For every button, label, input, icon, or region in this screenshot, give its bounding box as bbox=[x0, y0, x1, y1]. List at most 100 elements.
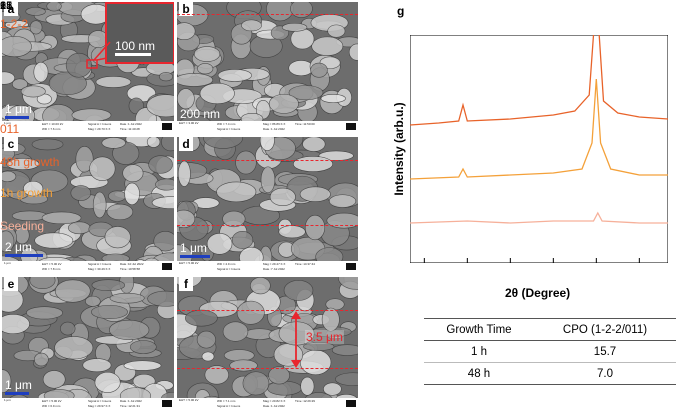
sem-panel-b: b 200 nm EHT = 3.00 kV WD = 7.4 mm Signal … bbox=[177, 2, 358, 133]
y-axis-title: Intensity (arb.u.) bbox=[392, 102, 406, 196]
sem-info-bar: 1 μm EHT = 10.00 kV WD = 7.6 mm Signal A = … bbox=[2, 121, 174, 133]
x-tick-label: 12 bbox=[0, 0, 13, 12]
sem-info-text: WD = 7.4 mm bbox=[217, 122, 236, 126]
sem-info-text: Mag = 30.49 K X bbox=[88, 267, 111, 271]
sem-info-text: Signal A = InLens bbox=[217, 127, 241, 131]
sem-info-text: Signal A = InLens bbox=[217, 404, 241, 408]
sem-info-text: Signal A = InLens bbox=[88, 399, 112, 403]
sem-info-bar: 1 μm EHT = 5.00 kV WD = 7.8 mm Signal A = I… bbox=[2, 261, 174, 273]
sem-info-text: EHT = 5.00 kV bbox=[179, 261, 199, 265]
peak-annotation: 011 bbox=[0, 122, 20, 136]
sem-info-text: Time :10:58:58 bbox=[120, 267, 140, 271]
sem-info-text: EHT = 3.00 kV bbox=[179, 121, 199, 125]
sem-texture bbox=[2, 137, 174, 273]
table-header-cell: CPO (1-2-2/011) bbox=[533, 318, 676, 341]
surface-dashed-line bbox=[177, 14, 358, 15]
sem-info-text: Time :12:29:29 bbox=[295, 399, 315, 403]
sem-info-text: 1 μm bbox=[4, 398, 11, 402]
table-header-row: Growth Time CPO (1-2-2/011) bbox=[424, 318, 676, 341]
sem-info-bar: EHT = 5.00 kV WD = 4.9 mm Signal A = InLen… bbox=[177, 261, 358, 273]
sem-info-text: Signal A = InLens bbox=[88, 122, 112, 126]
sem-info-text: WD = 7.6 mm bbox=[42, 127, 61, 131]
inset-zoom: 100 nm bbox=[105, 2, 174, 64]
sem-info-text: Date :7 Jul 2022 bbox=[263, 267, 285, 271]
sem-info-text: Mag = 86.89 K X bbox=[263, 122, 286, 126]
bottom-dashed-line bbox=[177, 368, 358, 369]
panel-label: b bbox=[179, 2, 193, 16]
scale-bar: 1 μm bbox=[5, 379, 32, 395]
sem-panel-e: e 1 μm 1 μm EHT = 5.00 kV WD = 6.9 mm Signa… bbox=[2, 277, 174, 410]
sem-info-text: Mag = 29.47 K X bbox=[263, 262, 286, 266]
xrd-chart bbox=[410, 35, 668, 263]
sem-info-text: Time :11:40:28 bbox=[120, 127, 140, 131]
sem-info-text: 1 μm bbox=[4, 261, 11, 265]
sem-info-text: Mag = 29.70 K X bbox=[88, 127, 111, 131]
peak-annotation: 1-2-2 bbox=[0, 17, 29, 31]
sem-panel-a: 100 nm a 1 μm 1 μm EHT = 10.00 kV WD = 7.6… bbox=[2, 2, 174, 133]
sem-info-text: Date :1 Jul 2022 bbox=[263, 404, 285, 408]
sem-panel-d: d 1 μm EHT = 5.00 kV WD = 4.9 mm Signal A … bbox=[177, 137, 358, 273]
top-dashed-line bbox=[177, 160, 358, 161]
table-header-cell: Growth Time bbox=[424, 318, 534, 341]
sem-info-text: Signal A = InLens bbox=[217, 267, 241, 271]
panel-label: a bbox=[4, 2, 18, 16]
panel-label: d bbox=[179, 137, 193, 151]
sem-info-text: Signal A = InLens bbox=[88, 262, 112, 266]
series-line bbox=[410, 78, 668, 180]
thickness-arrow bbox=[291, 311, 301, 368]
sem-info-text: Time :12:21:31 bbox=[120, 404, 140, 408]
sem-info-text: Date :10 Jul 2022 bbox=[120, 262, 144, 266]
inset-scale-bar: 100 nm bbox=[115, 40, 155, 56]
series-label: 48h growth bbox=[0, 155, 60, 169]
x-tick-label: 15 bbox=[0, 0, 13, 12]
sem-info-text: WD = 7.1 mm bbox=[217, 399, 236, 403]
x-tick-label: 9 bbox=[0, 0, 7, 12]
x-axis-title: 2θ (Degree) bbox=[505, 286, 571, 300]
sem-info-text: EHT = 10.00 kV bbox=[42, 122, 64, 126]
sem-texture bbox=[177, 277, 358, 410]
table-cell: 1 h bbox=[424, 340, 534, 363]
table-row: 48 h 7.0 bbox=[424, 362, 676, 385]
plot-frame bbox=[410, 35, 668, 263]
scale-bar: 1 μm bbox=[5, 103, 32, 119]
sem-info-text: Date :1 Jul 2022 bbox=[120, 399, 142, 403]
sem-info-text: WD = 7.8 mm bbox=[42, 267, 61, 271]
panel-label-g: g bbox=[397, 4, 405, 18]
inset-pointer bbox=[86, 41, 111, 69]
sem-panel-c: c 2 μm 1 μm EHT = 5.00 kV WD = 7.8 mm Signa… bbox=[2, 137, 174, 273]
sem-info-bar: EHT = 3.00 kV WD = 7.4 mm Signal A = InLen… bbox=[177, 121, 358, 133]
x-tick-label: 6 bbox=[0, 0, 7, 12]
top-dashed-line bbox=[177, 310, 358, 311]
table-cell: 48 h bbox=[424, 362, 534, 385]
sem-info-text: Date :1 Jul 2022 bbox=[120, 122, 142, 126]
panel-label: c bbox=[4, 137, 18, 151]
bottom-dashed-line bbox=[177, 225, 358, 226]
sem-texture bbox=[177, 2, 358, 133]
series-line bbox=[410, 211, 668, 224]
sem-info-bar: EHT = 5.00 kV WD = 7.1 mm Signal A = InLen… bbox=[177, 398, 358, 410]
table-row: 1 h 15.7 bbox=[424, 340, 676, 363]
sem-info-text: EHT = 5.00 kV bbox=[179, 398, 199, 402]
sem-info-text: Mag = 20.82 K X bbox=[263, 399, 286, 403]
sem-panel-f: f 3.5 μm EHT = 5.00 kV WD = 7.1 mm Signal … bbox=[177, 277, 358, 410]
series-group bbox=[410, 35, 668, 224]
sem-info-text: Mag = 29.97 K X bbox=[88, 404, 111, 408]
sem-info-bar: 1 μm EHT = 5.00 kV WD = 6.9 mm Signal A = I… bbox=[2, 398, 174, 410]
sem-info-text: EHT = 5.00 kV bbox=[42, 262, 62, 266]
series-label: 1h growth bbox=[0, 186, 53, 200]
sem-info-text: Time :14:37:44 bbox=[295, 262, 315, 266]
panel-label: e bbox=[4, 277, 18, 291]
table-cell: 15.7 bbox=[533, 340, 676, 363]
table-cell: 7.0 bbox=[533, 362, 676, 385]
x-tick-label: 18 bbox=[0, 0, 13, 12]
cpo-table: Growth Time CPO (1-2-2/011) 1 h 15.7 48 … bbox=[424, 318, 676, 385]
sem-info-text: WD = 6.9 mm bbox=[42, 404, 61, 408]
series-label: Seeding bbox=[0, 219, 45, 233]
sem-info-text: EHT = 5.00 kV bbox=[42, 399, 62, 403]
series-line bbox=[410, 35, 668, 126]
sem-info-text: Time :11:50:00 bbox=[295, 122, 315, 126]
tick-group bbox=[423, 258, 640, 263]
x-tick-label: 21 bbox=[0, 0, 13, 12]
scale-bar: 1 μm bbox=[180, 242, 210, 258]
thickness-label: 3.5 μm bbox=[305, 330, 344, 344]
